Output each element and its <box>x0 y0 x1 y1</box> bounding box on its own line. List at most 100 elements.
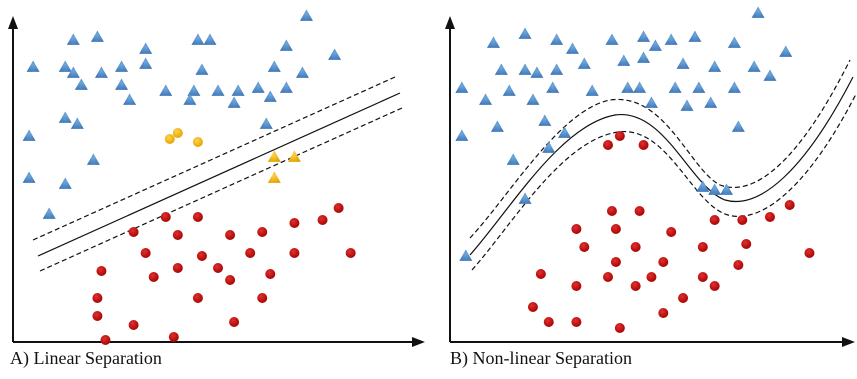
panel-b-triangle-blue-point <box>494 63 508 75</box>
panel-a-circle-red-point <box>225 275 236 285</box>
panel-a-circle-red-point <box>317 215 328 225</box>
panel-a-triangle-blue-point <box>90 30 104 42</box>
panel-a-triangle-blue-point <box>123 93 137 105</box>
panel-a-triangle-blue-point <box>94 66 108 78</box>
panel-b-margin-lower <box>471 93 857 271</box>
panel-a-margin-upper <box>32 76 396 241</box>
panel-a-triangle-blue-point <box>295 66 309 78</box>
panel-a-triangle-blue-point <box>70 117 84 129</box>
panel-a-circle-red-point <box>333 203 344 213</box>
panel-a-circle-red-point <box>265 269 276 279</box>
panel-b-triangle-blue-point <box>550 63 564 75</box>
panel-b-triangle-blue-point <box>763 69 777 81</box>
panel-a-triangle-blue-point <box>22 129 36 141</box>
panel-a-circle-red-point <box>257 293 268 303</box>
panel-b-circle-red-point <box>697 242 708 252</box>
panel-b-circle-red-point <box>741 239 752 249</box>
panel-a-circle-red-point <box>128 227 139 237</box>
panel-a-triangle-blue-point <box>22 171 36 183</box>
panel-b-circle-red-point <box>638 140 649 150</box>
panel-b-triangle-blue-point <box>708 60 722 72</box>
panel-b-circle-red-point <box>630 281 641 291</box>
panel-a-circle-yellow-point <box>172 128 183 138</box>
panel-b-circle-red-point <box>634 206 645 216</box>
panel-a-triangle-blue-point <box>66 33 80 45</box>
panel-b-triangle-blue-point <box>538 114 552 126</box>
panel-a-triangle-blue-point <box>279 39 293 51</box>
panel-b-triangle-blue-point <box>617 54 631 66</box>
panel-b-triangle-blue-point <box>668 81 682 93</box>
panel-a-circle-red-point <box>289 218 300 228</box>
panel-a-triangle-blue-point <box>251 81 265 93</box>
panel-b-circle-red-point <box>610 257 621 267</box>
panel-b-triangle-blue-point <box>455 81 469 93</box>
panel-b-triangle-blue-point <box>708 183 722 195</box>
panel-b-circle-red-point <box>630 242 641 252</box>
panel-a-circle-red-point <box>245 248 256 258</box>
panel-a-triangle-yellow-point <box>287 150 301 162</box>
panel-b-triangle-blue-point <box>542 141 556 153</box>
panel-b-triangle-blue-point <box>747 60 761 72</box>
panel-a-circle-yellow-point <box>192 137 203 147</box>
panel-b-triangle-blue-point <box>727 36 741 48</box>
panel-b-separator <box>469 76 854 256</box>
panel-a-circle-red-point <box>192 212 203 222</box>
panel-a-triangle-blue-point <box>74 78 88 90</box>
panel-b-triangle-blue-point <box>680 99 694 111</box>
panel-b-circle-red-point <box>666 227 677 237</box>
panel-a-circle-red-point <box>172 263 183 273</box>
panel-a-circle-red-point <box>128 320 139 330</box>
panel-b-circle-red-point <box>527 302 538 312</box>
panel-a-circle-red-point <box>345 248 356 258</box>
panel-b-circle-red-point <box>614 131 625 141</box>
panel-b-circle-red-point <box>603 140 613 150</box>
panel-b-triangle-blue-point <box>731 120 745 132</box>
panel-b-margin-upper <box>469 59 851 239</box>
panel-b-triangle-blue-point <box>779 45 793 57</box>
panel-a-triangle-blue-point <box>115 78 129 90</box>
panel-b-triangle-blue-point <box>502 84 516 96</box>
panel-a-triangle-blue-point <box>211 84 225 96</box>
panel-b-triangle-blue-point <box>664 33 678 45</box>
panel-a-triangle-blue-point <box>139 57 153 69</box>
panel-b-triangle-blue-point <box>637 51 651 63</box>
panel-a-triangle-blue-point <box>183 93 197 105</box>
panel-a-circle-red-point <box>196 251 207 261</box>
panel-b-circle-red-point <box>733 260 744 270</box>
panel-b-circle-red-point <box>697 272 708 282</box>
panel-b-triangle-blue-point <box>621 81 635 93</box>
panel-a-boundary <box>32 76 403 272</box>
panel-a-triangle-blue-point <box>139 42 153 54</box>
panel-b-axes <box>449 26 845 343</box>
panel-a-margin-lower <box>39 107 403 272</box>
panel-b-triangle-blue-point <box>479 93 493 105</box>
panel-b-triangle-blue-point <box>526 93 540 105</box>
panel-b-triangle-blue-point <box>585 84 599 96</box>
panel-b-circle-red-point <box>678 293 689 303</box>
panel-a-circle-red-point <box>92 293 103 303</box>
panel-a-triangle-blue-point <box>191 33 205 45</box>
panel-b-triangle-blue-point <box>530 66 544 78</box>
panel-b-circle-red-point <box>610 224 621 234</box>
panel-a-triangle-blue-point <box>263 90 277 102</box>
panel-a-circle-red-point <box>192 293 203 303</box>
panel-a-triangle-blue-point <box>259 117 273 129</box>
panel-a-points <box>22 9 356 345</box>
panel-b-triangle-blue-point <box>506 153 520 165</box>
panel-b-circle-red-point <box>579 242 590 252</box>
panel-a-triangle-blue-point <box>203 33 217 45</box>
panel-a-y-arrow <box>8 16 18 29</box>
panel-b-triangle-blue-point <box>550 33 564 45</box>
panel-b-triangle-blue-point <box>577 57 591 69</box>
panel-b-circle-red-point <box>709 215 720 225</box>
panel-b-circle-red-point <box>737 215 748 225</box>
panel-b-triangle-blue-point <box>558 126 572 138</box>
panel-b-triangle-blue-point <box>704 96 718 108</box>
panel-a-caption: A) Linear Separation <box>10 348 162 368</box>
panel-a-triangle-blue-point <box>227 96 241 108</box>
panel-b-circle-red-point <box>571 317 582 327</box>
panel-a-triangle-blue-point <box>187 84 201 96</box>
panel-a-triangle-blue-point <box>279 81 293 93</box>
panel-b-triangle-blue-point <box>486 36 500 48</box>
panel-a-circle-red-point <box>225 230 236 240</box>
